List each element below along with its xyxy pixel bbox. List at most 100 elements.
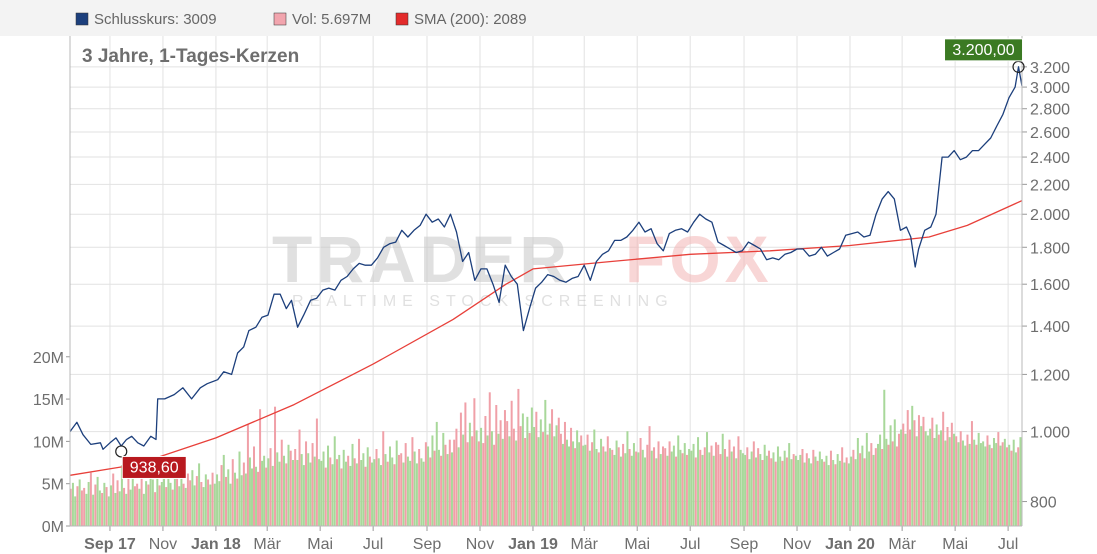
volume-bar xyxy=(309,462,312,526)
volume-bar xyxy=(125,493,128,526)
volume-bar xyxy=(688,449,691,526)
legend: Schlusskurs: 3009 Vol: 5.697M SMA (200):… xyxy=(0,0,1097,36)
date-tick-label: Mär xyxy=(253,536,281,553)
volume-bar xyxy=(639,438,642,526)
volume-bar xyxy=(746,447,749,526)
volume-bar xyxy=(429,457,432,526)
volume-bar xyxy=(940,430,943,526)
volume-bar xyxy=(741,453,744,526)
volume-bar xyxy=(338,454,341,526)
volume-bar xyxy=(471,436,474,526)
volume-bar xyxy=(732,446,735,526)
price-tick-label: 1.600 xyxy=(1030,277,1070,294)
volume-bar xyxy=(768,450,771,526)
date-tick-label: Mai xyxy=(942,536,968,553)
volume-bar xyxy=(675,456,678,526)
annotations: 3.200,00 938,60 xyxy=(115,38,1025,479)
axes: 800 1.000 1.200 1.400 1.600 1.800 2.000 2.200 2.… xyxy=(33,36,1070,553)
volume-bar xyxy=(690,450,693,526)
volume-bar xyxy=(351,443,354,526)
low-marker xyxy=(115,445,128,458)
price-tick-label: 2.200 xyxy=(1030,177,1070,194)
volume-bar xyxy=(794,455,797,526)
volume-bar xyxy=(959,431,962,526)
volume-bar xyxy=(120,465,123,526)
volume-bar xyxy=(253,446,256,526)
volume-bar xyxy=(213,483,216,526)
volume-bar xyxy=(347,455,350,526)
date-tick-label: Jul xyxy=(998,536,1018,553)
volume-bar xyxy=(473,398,476,526)
volume-bar xyxy=(887,444,890,526)
volume-bar xyxy=(774,461,777,526)
volume-bar xyxy=(371,462,374,526)
legend-volume-swatch xyxy=(273,12,287,26)
volume-bar xyxy=(415,463,418,526)
volume-bar xyxy=(841,447,844,526)
volume-bar xyxy=(588,450,591,526)
volume-bar xyxy=(683,443,686,526)
watermark: TRADER FOX REALTIME STOCK SCREENING xyxy=(272,222,773,310)
volume-bar xyxy=(717,444,720,526)
volume-bar xyxy=(171,489,174,526)
legend-background xyxy=(0,0,1097,36)
volume-bar xyxy=(280,439,283,526)
volume-bar xyxy=(300,454,303,526)
date-tick-label: Mär xyxy=(888,536,916,553)
volume-bar xyxy=(544,399,547,526)
volume-bar xyxy=(225,476,228,526)
volume-bar xyxy=(900,429,903,526)
volume-bar xyxy=(154,492,157,526)
volume-bar xyxy=(537,437,540,526)
volume-bar xyxy=(533,427,536,526)
volume-bar xyxy=(165,487,168,526)
volume-bar xyxy=(632,443,635,526)
volume-bar xyxy=(602,446,605,526)
volume-bar xyxy=(384,454,387,526)
date-tick-label: Jan 20 xyxy=(825,536,875,553)
volume-bar xyxy=(80,490,83,526)
volume-bar xyxy=(386,461,389,526)
volume-bar xyxy=(626,431,629,526)
volume-tick-label: 15M xyxy=(33,392,64,409)
volume-bar xyxy=(340,468,343,526)
watermark-brand-left: TRADER xyxy=(272,222,571,296)
volume-bar xyxy=(1001,442,1004,526)
volume-bar xyxy=(227,469,230,526)
volume-bar xyxy=(591,442,594,526)
volume-bar xyxy=(812,449,815,526)
volume-bar xyxy=(637,452,640,526)
volume-bar xyxy=(697,437,700,526)
volume-bar xyxy=(222,454,225,526)
volume-bar xyxy=(453,439,456,526)
volume-bar xyxy=(287,444,290,526)
volume-tick-label: 0M xyxy=(42,519,64,536)
price-tick-label: 800 xyxy=(1030,495,1057,512)
volume-bar xyxy=(641,449,644,526)
volume-bar xyxy=(499,420,502,526)
volume-bar xyxy=(112,473,115,526)
volume-bar xyxy=(563,421,566,526)
volume-bar xyxy=(856,438,859,526)
grid-lines xyxy=(70,36,1022,526)
volume-bar xyxy=(574,448,577,526)
volume-bar xyxy=(761,460,764,526)
volume-bar xyxy=(646,444,649,526)
watermark-brand-right: FOX xyxy=(625,222,773,296)
volume-bar xyxy=(167,468,170,526)
date-tick-label: Sep xyxy=(730,536,759,553)
volume-bar xyxy=(169,482,172,526)
volume-bar xyxy=(776,446,779,526)
volume-bar xyxy=(535,411,538,526)
volume-bar xyxy=(995,443,998,526)
volume-bar xyxy=(193,485,196,526)
volume-bar xyxy=(333,436,336,526)
volume-bar xyxy=(440,455,443,526)
volume-bar xyxy=(118,491,121,526)
volume-bar xyxy=(861,445,864,526)
date-tick-label: Mai xyxy=(624,536,650,553)
volume-bar xyxy=(420,458,423,526)
volume-bar xyxy=(220,465,223,526)
volume-tick-label: 20M xyxy=(33,350,64,367)
volume-bar xyxy=(950,422,953,526)
